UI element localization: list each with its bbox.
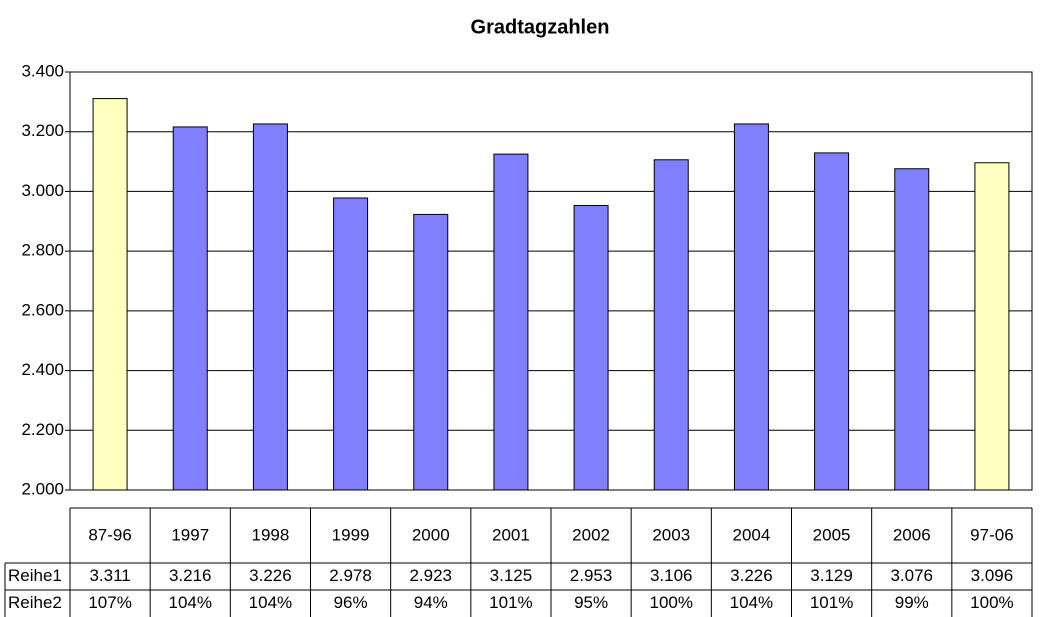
table-cell: 100% (970, 593, 1013, 612)
table-cell: 2.953 (570, 566, 613, 585)
bar (814, 152, 850, 491)
bar (733, 123, 769, 491)
table-cell: 95% (574, 593, 608, 612)
y-tick-label: 2.000 (21, 479, 64, 498)
table-cell: 3.226 (730, 566, 773, 585)
bar (894, 168, 930, 491)
x-tick-label: 97-06 (970, 525, 1013, 544)
legend-entry: Reihe1 (8, 566, 62, 585)
table-cell: 3.076 (890, 566, 933, 585)
y-tick-label: 2.200 (21, 420, 64, 439)
x-tick-label: 2003 (652, 525, 690, 544)
bar (92, 98, 128, 491)
table-cell: 3.129 (810, 566, 853, 585)
table-cell: 104% (730, 593, 773, 612)
bar (413, 213, 449, 491)
bar (333, 197, 369, 491)
table-cell: 104% (169, 593, 212, 612)
bar (573, 204, 609, 491)
x-tick-label: 2001 (492, 525, 530, 544)
x-tick-label: 87-96 (88, 525, 131, 544)
bar (974, 162, 1010, 491)
table-cell: 2.978 (329, 566, 372, 585)
table-cell: 3.226 (249, 566, 292, 585)
table-cell: 2.923 (409, 566, 452, 585)
y-tick-label: 3.200 (21, 121, 64, 140)
x-tick-label: 2000 (412, 525, 450, 544)
x-tick-label: 2004 (733, 525, 771, 544)
x-tick-label: 2006 (893, 525, 931, 544)
table-cell: 3.106 (650, 566, 693, 585)
y-tick-label: 3.400 (21, 61, 64, 80)
y-tick-label: 2.400 (21, 360, 64, 379)
table-cell: 3.311 (89, 566, 130, 585)
x-tick-label: 1999 (332, 525, 370, 544)
plot-border (69, 71, 1033, 491)
legend-entry: Reihe2 (8, 593, 62, 612)
bar (172, 126, 208, 491)
table-cell: 101% (810, 593, 853, 612)
table-cell: 100% (650, 593, 693, 612)
table-cell: 96% (334, 593, 368, 612)
x-tick-label: 1997 (171, 525, 209, 544)
table-cell: 99% (895, 593, 929, 612)
table-cell: 101% (489, 593, 532, 612)
table-cell: 3.096 (971, 566, 1014, 585)
x-tick-label: 1998 (252, 525, 290, 544)
bar (252, 123, 288, 491)
y-tick-label: 3.000 (21, 181, 64, 200)
y-tick-label: 2.800 (21, 241, 64, 260)
x-tick-label: 2002 (572, 525, 610, 544)
bar (653, 159, 689, 491)
y-tick-label: 2.600 (21, 300, 64, 319)
table-cell: 104% (249, 593, 292, 612)
x-tick-label: 2005 (813, 525, 851, 544)
bar (493, 153, 529, 491)
table-cell: 3.125 (490, 566, 533, 585)
table-cell: 94% (414, 593, 448, 612)
table-cell: 107% (88, 593, 131, 612)
chart-title: Gradtagzahlen (471, 16, 610, 38)
table-cell: 3.216 (169, 566, 212, 585)
